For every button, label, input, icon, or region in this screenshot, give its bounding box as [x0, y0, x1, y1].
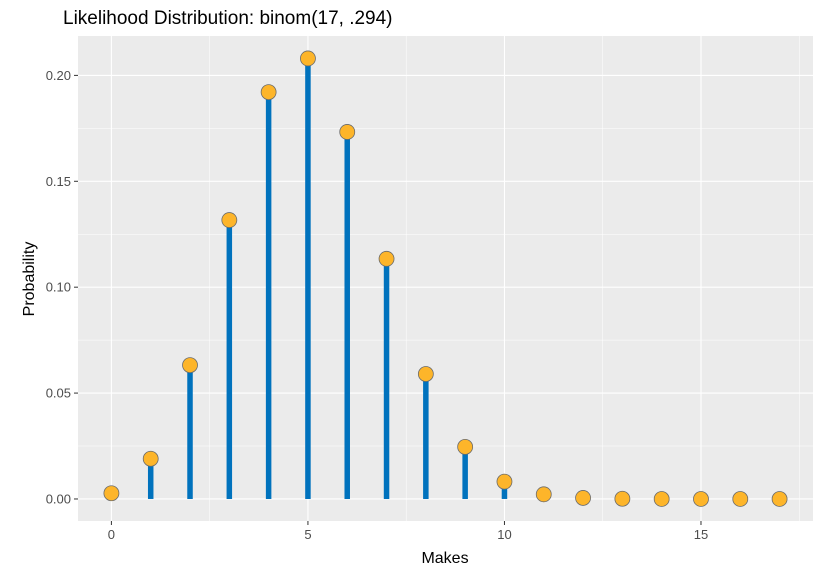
x-tick-label: 0 — [108, 527, 115, 542]
point-11 — [535, 486, 552, 503]
lollipop-points — [103, 50, 788, 507]
minor-gridlines — [78, 36, 813, 521]
point-1 — [142, 450, 159, 467]
y-tick-label: 0.10 — [46, 280, 71, 295]
x-axis-ticks: 0 5 10 15 — [108, 521, 708, 542]
point-3 — [221, 212, 238, 228]
point-12 — [575, 490, 591, 506]
point-10 — [496, 473, 513, 490]
point-16 — [732, 491, 749, 507]
point-13 — [614, 490, 631, 507]
point-5 — [300, 50, 316, 67]
point-6 — [339, 124, 356, 140]
y-axis-title: Probability — [21, 242, 38, 317]
point-2 — [182, 357, 198, 374]
point-17 — [771, 491, 788, 507]
y-tick-label: 0.15 — [46, 174, 71, 189]
y-tick-label: 0.00 — [46, 491, 71, 506]
y-tick-label: 0.05 — [46, 386, 71, 401]
point-15 — [693, 491, 709, 507]
y-axis-ticks: 0.00 0.05 0.10 0.15 0.20 — [46, 68, 78, 506]
point-7 — [378, 250, 395, 267]
x-axis-title: Makes — [421, 550, 468, 567]
point-14 — [653, 491, 670, 507]
chart-title: Likelihood Distribution: binom(17, .294) — [63, 8, 393, 29]
point-9 — [457, 438, 474, 455]
point-0 — [103, 485, 120, 502]
x-tick-label: 10 — [497, 527, 511, 542]
x-tick-label: 15 — [694, 527, 708, 542]
lollipop-stems — [108, 58, 586, 499]
point-8 — [417, 366, 434, 382]
point-4 — [260, 84, 277, 101]
plot-panel — [78, 36, 813, 521]
y-tick-label: 0.20 — [46, 68, 71, 83]
x-tick-label: 5 — [304, 527, 311, 542]
